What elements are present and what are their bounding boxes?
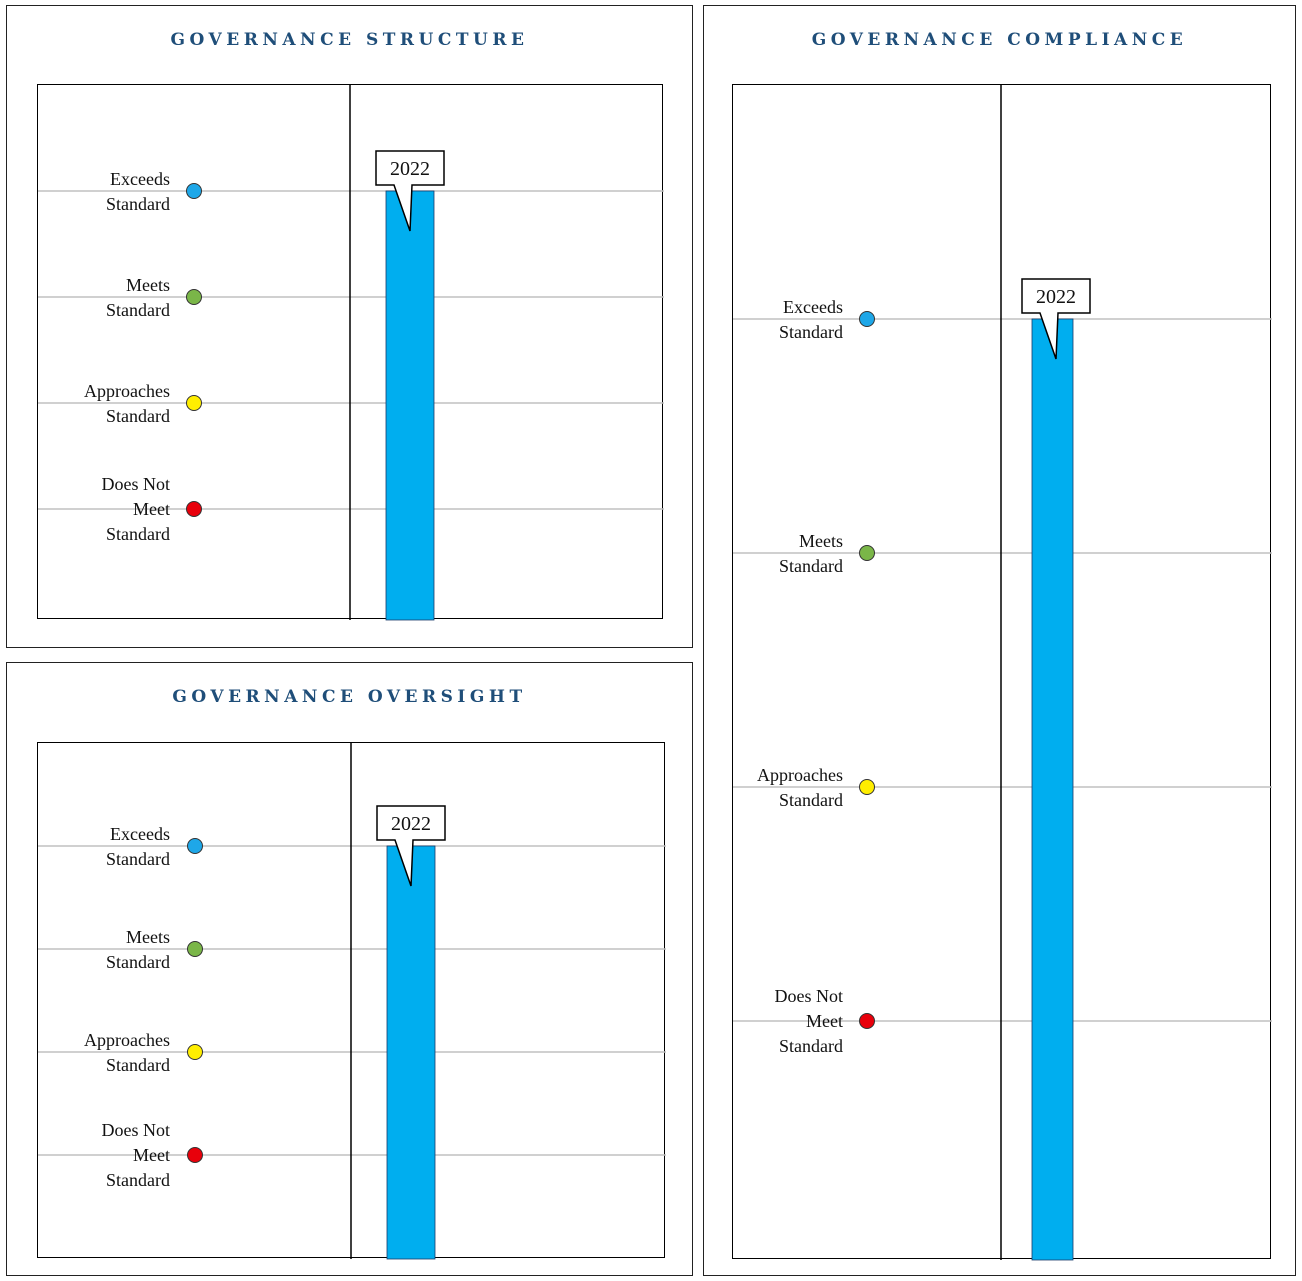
level-label: Approaches xyxy=(757,765,843,785)
level-marker xyxy=(187,838,203,854)
chart-area: 2022 Exceeds Standard Meets Standard Approach… xyxy=(732,84,1272,1261)
panel-title: GOVERNANCE COMPLIANCE xyxy=(811,30,1188,50)
level-label: Approaches xyxy=(84,381,170,401)
level-label: Exceeds xyxy=(783,297,843,317)
bar xyxy=(386,845,436,1260)
level-label: Standard xyxy=(106,406,170,426)
level-label: Meet xyxy=(133,1145,170,1165)
level-label: Does Not xyxy=(102,474,171,494)
level-label: Exceeds xyxy=(110,169,170,189)
data-label-callout xyxy=(375,150,445,232)
chart-area: 2022 Exceeds Standard Meets Standard Approach… xyxy=(37,742,666,1260)
level-label: Standard xyxy=(106,952,170,972)
level-label: Exceeds xyxy=(110,824,170,844)
level-marker xyxy=(859,1013,875,1029)
chart-svg: 2022 Exceeds Standard Meets Standard Approach… xyxy=(38,743,666,1260)
level-marker xyxy=(859,779,875,795)
level-marker xyxy=(859,545,875,561)
level-marker xyxy=(186,501,202,517)
level-marker xyxy=(186,289,202,305)
level-label: Standard xyxy=(779,322,843,342)
panel-governance-compliance: GOVERNANCE COMPLIANCE 2022 Exceeds Standar… xyxy=(703,5,1296,1276)
data-label-callout xyxy=(1021,278,1091,360)
bar xyxy=(385,190,435,621)
level-label: Does Not xyxy=(102,1120,171,1140)
level-label: Meets xyxy=(799,531,843,551)
level-label: Standard xyxy=(779,790,843,810)
level-label: Standard xyxy=(106,194,170,214)
level-label: Standard xyxy=(106,849,170,869)
data-label-callout xyxy=(376,805,446,887)
panel-governance-oversight: GOVERNANCE OVERSIGHT 2022 Exceeds Standard… xyxy=(6,662,693,1276)
level-marker xyxy=(187,941,203,957)
level-label: Does Not xyxy=(775,986,844,1006)
data-label: 2022 xyxy=(1036,286,1076,308)
level-label: Meet xyxy=(133,499,170,519)
chart-svg: 2022 Exceeds Standard Meets Standard Approach… xyxy=(38,85,664,621)
chart-svg: 2022 Exceeds Standard Meets Standard Approach… xyxy=(733,85,1272,1261)
panel-title: GOVERNANCE STRUCTURE xyxy=(170,30,529,50)
level-marker xyxy=(187,1147,203,1163)
level-label: Approaches xyxy=(84,1030,170,1050)
level-marker xyxy=(187,1044,203,1060)
level-label: Standard xyxy=(779,1036,843,1056)
data-label: 2022 xyxy=(391,813,431,835)
level-label: Standard xyxy=(779,556,843,576)
level-label: Meets xyxy=(126,275,170,295)
level-marker xyxy=(859,311,875,327)
level-marker xyxy=(186,395,202,411)
data-label: 2022 xyxy=(390,158,430,180)
panel-governance-structure: GOVERNANCE STRUCTURE 2022 Exceeds Standard… xyxy=(6,5,693,648)
level-label: Meet xyxy=(806,1011,843,1031)
level-marker xyxy=(186,183,202,199)
level-label: Meets xyxy=(126,927,170,947)
chart-area: 2022 Exceeds Standard Meets Standard Approach… xyxy=(37,84,664,621)
bar xyxy=(1031,318,1074,1261)
level-label: Standard xyxy=(106,524,170,544)
level-label: Standard xyxy=(106,1170,170,1190)
level-label: Standard xyxy=(106,1055,170,1075)
level-label: Standard xyxy=(106,300,170,320)
panel-title: GOVERNANCE OVERSIGHT xyxy=(172,687,527,707)
